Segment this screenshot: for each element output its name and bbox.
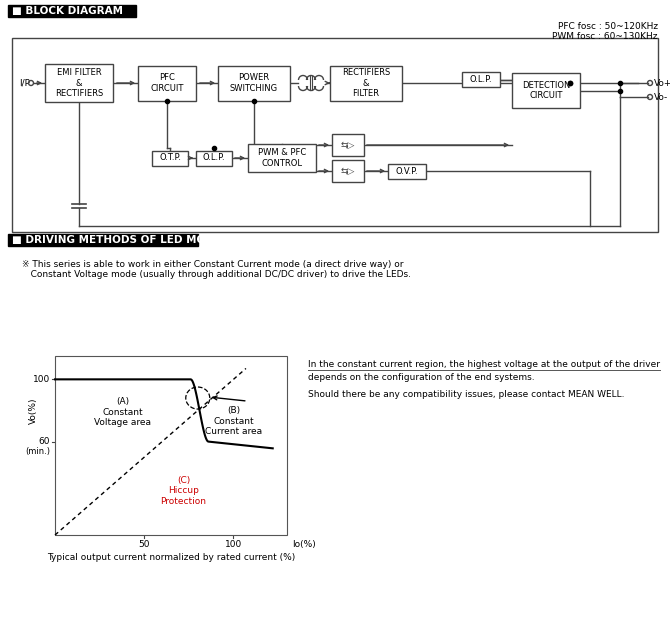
FancyBboxPatch shape bbox=[218, 66, 290, 101]
Text: (C)
Hiccup
Protection: (C) Hiccup Protection bbox=[161, 476, 206, 506]
Text: (min.): (min.) bbox=[25, 447, 50, 455]
FancyBboxPatch shape bbox=[332, 134, 364, 156]
Text: PFC fosc : 50~120KHz
PWM fosc : 60~130KHz: PFC fosc : 50~120KHz PWM fosc : 60~130KH… bbox=[553, 22, 658, 41]
FancyBboxPatch shape bbox=[55, 356, 287, 535]
Text: PFC
CIRCUIT: PFC CIRCUIT bbox=[150, 74, 184, 93]
Text: (B)
Constant
Current area: (B) Constant Current area bbox=[205, 407, 262, 436]
Text: Io(%): Io(%) bbox=[292, 540, 316, 549]
Text: O.L.P.: O.L.P. bbox=[470, 75, 492, 84]
Text: Vo-: Vo- bbox=[654, 93, 668, 101]
FancyBboxPatch shape bbox=[330, 66, 402, 101]
FancyBboxPatch shape bbox=[512, 73, 580, 108]
Text: Should there be any compatibility issues, please contact MEAN WELL.: Should there be any compatibility issues… bbox=[308, 390, 624, 399]
Text: (A)
Constant
Voltage area: (A) Constant Voltage area bbox=[94, 397, 151, 427]
Text: ⇆▷: ⇆▷ bbox=[341, 140, 355, 150]
Text: In the constant current region, the highest voltage at the output of the driver: In the constant current region, the high… bbox=[308, 360, 660, 369]
Text: PWM & PFC
CONTROL: PWM & PFC CONTROL bbox=[258, 148, 306, 167]
Text: O.L.P.: O.L.P. bbox=[203, 153, 225, 163]
Text: ⇆▷: ⇆▷ bbox=[341, 166, 355, 176]
Text: ※ This series is able to work in either Constant Current mode (a direct drive wa: ※ This series is able to work in either … bbox=[22, 260, 411, 279]
FancyBboxPatch shape bbox=[152, 151, 188, 166]
FancyBboxPatch shape bbox=[138, 66, 196, 101]
FancyBboxPatch shape bbox=[388, 164, 426, 179]
Text: Vo(%): Vo(%) bbox=[29, 397, 38, 424]
FancyBboxPatch shape bbox=[248, 144, 316, 172]
Text: DETECTION
CIRCUIT: DETECTION CIRCUIT bbox=[522, 81, 570, 100]
FancyBboxPatch shape bbox=[196, 151, 232, 166]
Text: Vo+: Vo+ bbox=[654, 78, 670, 88]
Bar bbox=[8, 5, 136, 17]
FancyBboxPatch shape bbox=[12, 38, 658, 232]
Text: 50: 50 bbox=[139, 540, 150, 549]
FancyBboxPatch shape bbox=[332, 160, 364, 182]
Text: RECTIFIERS
&
FILTER: RECTIFIERS & FILTER bbox=[342, 68, 390, 98]
Text: POWER
SWITCHING: POWER SWITCHING bbox=[230, 74, 278, 93]
Text: Typical output current normalized by rated current (%): Typical output current normalized by rat… bbox=[47, 553, 295, 562]
Text: ■ BLOCK DIAGRAM: ■ BLOCK DIAGRAM bbox=[12, 6, 123, 16]
Text: O.V.P.: O.V.P. bbox=[396, 166, 418, 176]
FancyBboxPatch shape bbox=[462, 72, 500, 87]
FancyBboxPatch shape bbox=[45, 64, 113, 102]
Text: ■ DRIVING METHODS OF LED MODULE: ■ DRIVING METHODS OF LED MODULE bbox=[12, 235, 236, 245]
Text: I/P: I/P bbox=[19, 78, 30, 88]
Text: 100: 100 bbox=[225, 540, 242, 549]
Text: 60: 60 bbox=[38, 437, 50, 446]
Text: 100: 100 bbox=[33, 375, 50, 384]
Text: O.T.P.: O.T.P. bbox=[159, 153, 181, 163]
Text: EMI FILTER
&
RECTIFIERS: EMI FILTER & RECTIFIERS bbox=[55, 68, 103, 98]
Text: depends on the configuration of the end systems.: depends on the configuration of the end … bbox=[308, 373, 535, 382]
Bar bbox=[8, 234, 198, 246]
